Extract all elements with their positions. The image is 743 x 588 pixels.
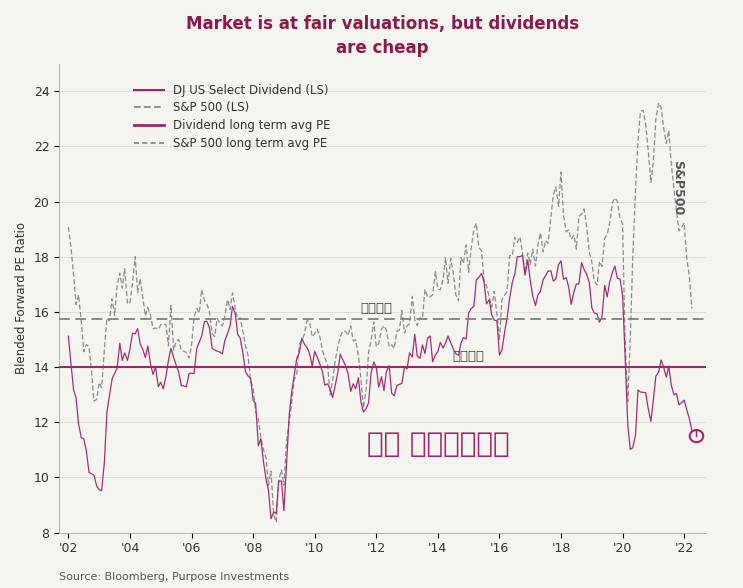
Text: 장기평균: 장기평균 (452, 350, 484, 363)
Y-axis label: Blended Forward PE Ratio: Blended Forward PE Ratio (15, 222, 28, 374)
Text: 다우 미국배당지수: 다우 미국배당지수 (366, 430, 509, 459)
Text: 장기평균: 장기평균 (360, 302, 392, 315)
Legend: DJ US Select Dividend (LS), S&P 500 (LS), Dividend long term avg PE, S&P 500 lon: DJ US Select Dividend (LS), S&P 500 (LS)… (130, 79, 336, 155)
Text: S&P500: S&P500 (672, 160, 684, 215)
Text: Source: Bloomberg, Purpose Investments: Source: Bloomberg, Purpose Investments (59, 572, 290, 582)
Title: Market is at fair valuations, but dividends
are cheap: Market is at fair valuations, but divide… (186, 15, 579, 56)
